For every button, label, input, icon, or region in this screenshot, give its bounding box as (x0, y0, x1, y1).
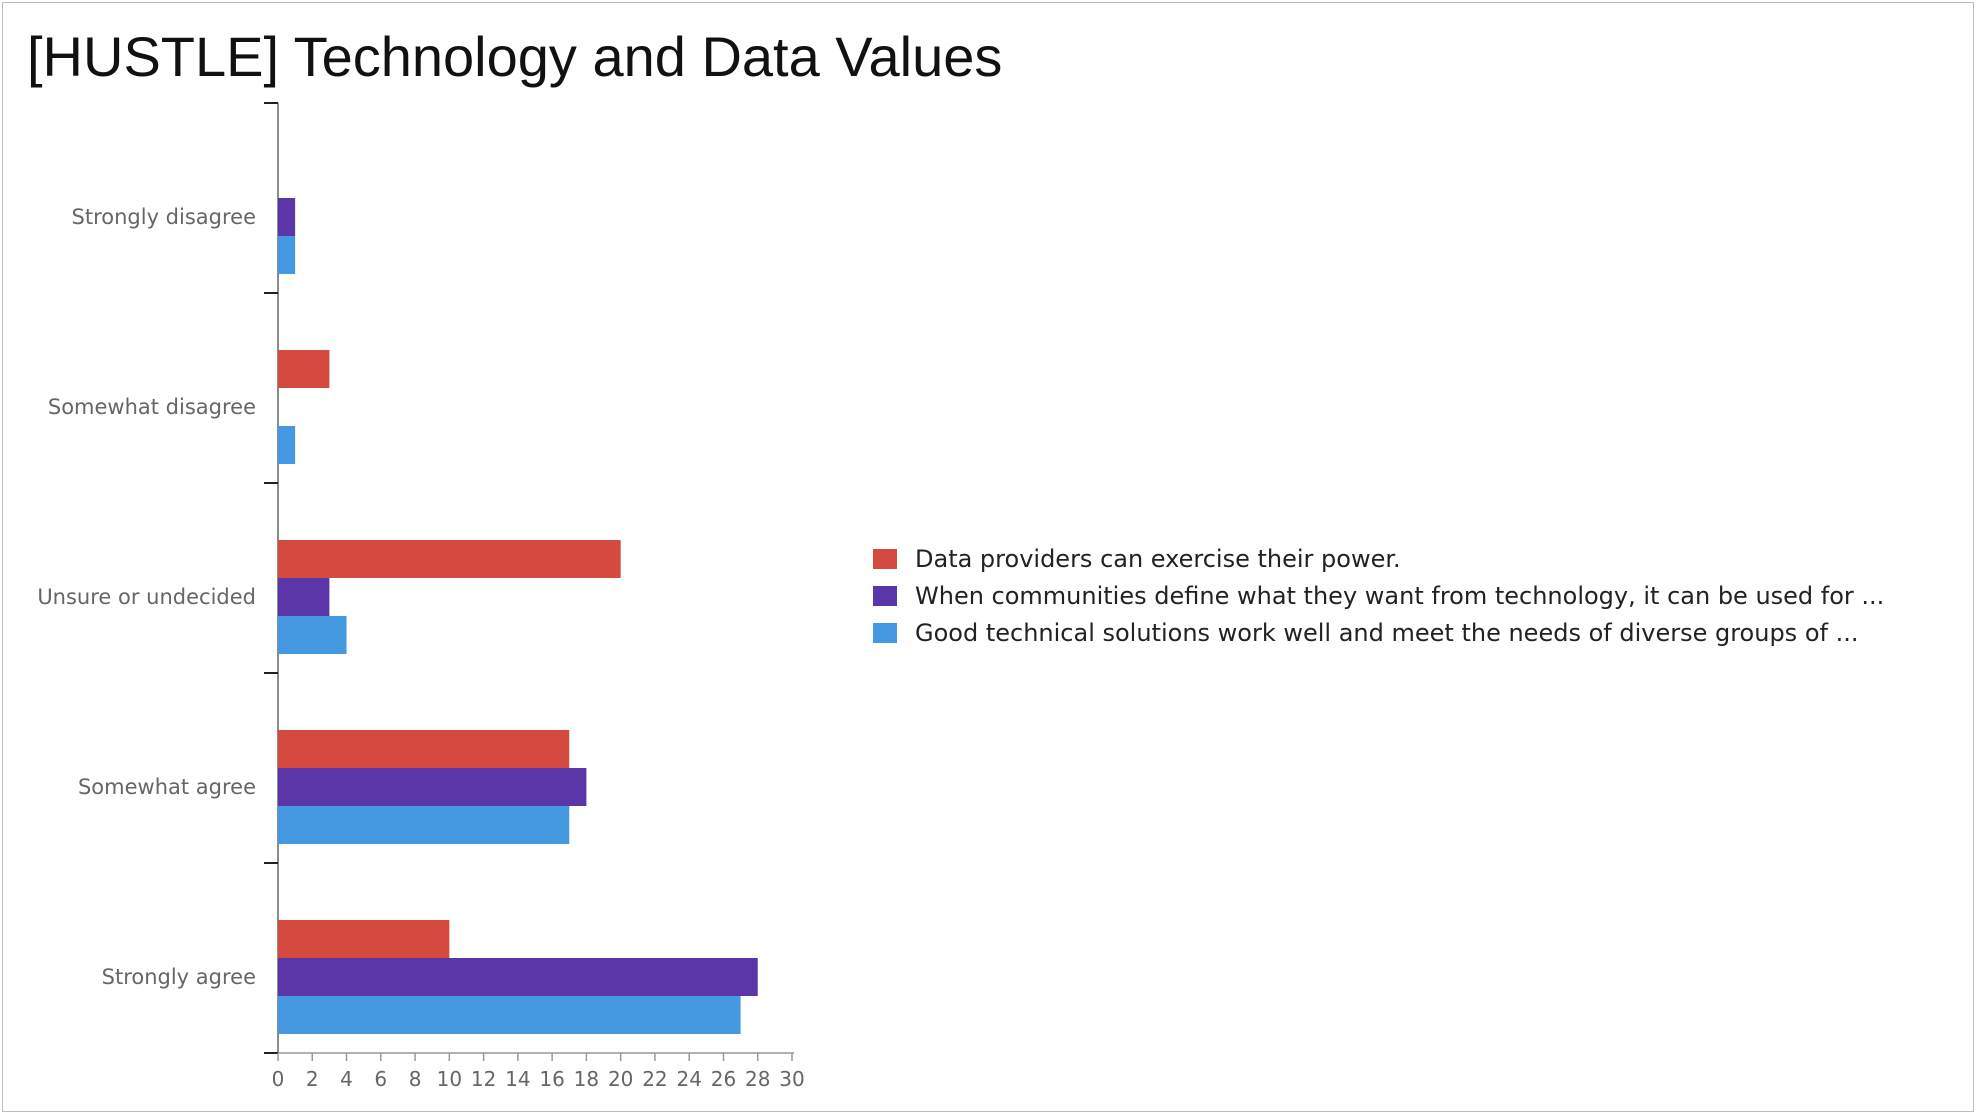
x-tick-label: 0 (272, 1067, 285, 1091)
legend-swatch (873, 585, 897, 606)
x-tick-label: 26 (711, 1067, 736, 1091)
bar (278, 996, 741, 1034)
bar (278, 920, 450, 958)
x-tick-label: 12 (471, 1067, 496, 1091)
x-tick-label: 4 (340, 1067, 353, 1091)
legend-item: Good technical solutions work well and m… (873, 614, 1884, 651)
legend: Data providers can exercise their power.… (873, 540, 1884, 651)
chart-title: [HUSTLE] Technology and Data Values (27, 25, 1003, 88)
x-tick-label: 14 (505, 1067, 530, 1091)
x-tick-label: 18 (574, 1067, 599, 1091)
legend-item: When communities define what they want f… (873, 577, 1884, 614)
category-label: Somewhat disagree (48, 395, 256, 419)
bar (278, 578, 330, 616)
category-label: Unsure or undecided (37, 585, 256, 609)
legend-swatch (873, 622, 897, 643)
bar (278, 616, 347, 654)
x-tick-label: 20 (608, 1067, 633, 1091)
bar (278, 236, 296, 274)
x-tick-label: 30 (779, 1067, 804, 1091)
x-tick-label: 2 (306, 1067, 319, 1091)
bar (278, 426, 296, 464)
legend-item: Data providers can exercise their power. (873, 540, 1884, 577)
bar-chart: Strongly disagree Somewhat disagree Unsure… (37, 102, 805, 1091)
bar (278, 730, 570, 768)
x-tick-label: 24 (676, 1067, 701, 1091)
legend-label: Good technical solutions work well and m… (915, 618, 1859, 647)
bar (278, 198, 296, 236)
bar (278, 768, 587, 806)
legend-label: When communities define what they want f… (915, 581, 1885, 610)
bar (278, 540, 621, 578)
x-tick-label: 8 (409, 1067, 422, 1091)
category-label: Somewhat agree (78, 775, 256, 799)
bar (278, 958, 758, 996)
x-tick-label: 22 (642, 1067, 667, 1091)
x-tick-label: 28 (745, 1067, 770, 1091)
x-tick-label: 10 (437, 1067, 462, 1091)
x-tick-label: 6 (374, 1067, 387, 1091)
x-tick-label: 16 (539, 1067, 564, 1091)
legend-label: Data providers can exercise their power. (915, 544, 1401, 573)
legend-swatch (873, 548, 897, 569)
category-label: Strongly agree (102, 965, 256, 989)
bar (278, 350, 330, 388)
bar (278, 806, 570, 844)
category-label: Strongly disagree (72, 205, 256, 229)
